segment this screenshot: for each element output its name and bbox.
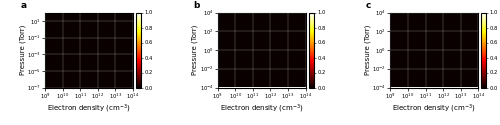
X-axis label: Electron density (cm$^{-3}$): Electron density (cm$^{-3}$) bbox=[47, 102, 131, 115]
Text: a: a bbox=[20, 0, 26, 10]
Y-axis label: Pressure (Torr): Pressure (Torr) bbox=[364, 25, 371, 75]
X-axis label: Electron density (cm$^{-3}$): Electron density (cm$^{-3}$) bbox=[220, 102, 304, 115]
X-axis label: Electron density (cm$^{-3}$): Electron density (cm$^{-3}$) bbox=[392, 102, 476, 115]
Y-axis label: Pressure (Torr): Pressure (Torr) bbox=[19, 25, 26, 75]
Text: b: b bbox=[193, 0, 200, 10]
Text: c: c bbox=[366, 0, 371, 10]
Y-axis label: Pressure (Torr): Pressure (Torr) bbox=[192, 25, 198, 75]
